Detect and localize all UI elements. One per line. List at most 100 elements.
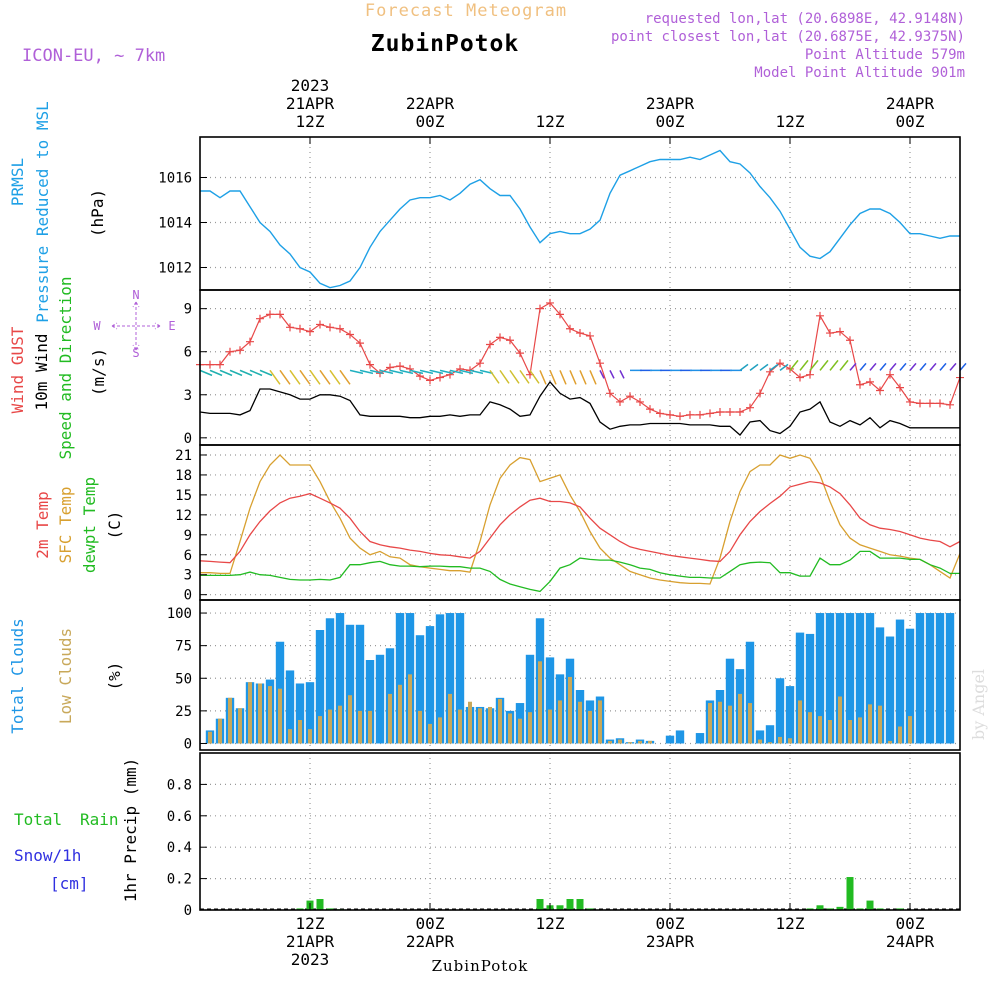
- wind-barb: [409, 369, 424, 375]
- rain-bar: [846, 877, 854, 910]
- low-cloud-bar: [648, 740, 652, 744]
- wind-barb: [569, 370, 577, 385]
- wind-barb: [389, 369, 404, 375]
- low-cloud-bar: [248, 682, 252, 744]
- wind-barb: [429, 369, 444, 375]
- wind-barb: [539, 370, 547, 385]
- gust-marker: [936, 399, 944, 408]
- pressure-label-a: PRMSL: [8, 158, 27, 206]
- wind-barb: [779, 363, 789, 371]
- low-cloud-bar: [768, 742, 772, 744]
- wind-barb: [799, 359, 809, 371]
- gust-marker: [296, 324, 304, 333]
- y-tick-label: 6: [184, 345, 192, 361]
- wind-barb: [399, 369, 414, 375]
- time-tick-top: 12Z: [296, 112, 325, 131]
- y-tick-label: 0.4: [167, 840, 192, 856]
- gust-marker: [656, 409, 664, 418]
- rain-bar: [576, 899, 584, 910]
- gust-marker: [396, 362, 404, 371]
- wind-barb: [459, 369, 474, 375]
- time-tick-bottom: 00Z: [896, 914, 925, 933]
- wind-barb: [289, 369, 301, 385]
- low-cloud-bar: [848, 720, 852, 744]
- gust-marker: [596, 359, 604, 368]
- time-tick-top: 12Z: [536, 112, 565, 131]
- model-name: ICON-EU, ~ 7km: [22, 46, 165, 66]
- wind-barb: [909, 362, 917, 371]
- time-tick-bottom: 2023: [291, 950, 330, 969]
- dewpoint-line: [200, 550, 960, 593]
- gust-marker: [886, 370, 894, 379]
- low-cloud-bar: [628, 742, 632, 744]
- time-tick-top: 24APR: [886, 94, 935, 113]
- total-cloud-bar: [525, 654, 535, 744]
- gust-marker: [826, 329, 834, 338]
- wind-barb: [739, 363, 749, 371]
- low-cloud-bar: [878, 705, 882, 744]
- gust-marker: [846, 336, 854, 345]
- wind-barb: [589, 370, 597, 385]
- label-layer: 1012101410160369036912151821025507510000…: [8, 1, 988, 975]
- low-cloud-bar: [638, 740, 642, 744]
- gust-marker: [676, 412, 684, 421]
- pressure-unit: (hPa): [88, 189, 107, 237]
- y-tick-label: 25: [175, 704, 192, 720]
- wind-barb: [869, 362, 877, 371]
- gust-marker: [776, 359, 784, 368]
- compass-e: E: [168, 319, 175, 333]
- low-cloud-bar: [428, 723, 432, 744]
- wind-barb: [199, 369, 213, 377]
- gust-marker: [246, 337, 254, 346]
- gust-marker: [356, 339, 364, 348]
- wind-barb: [789, 359, 799, 371]
- total-cloud-bar: [675, 730, 685, 744]
- low-cloud-bar: [708, 703, 712, 744]
- gust-marker: [286, 323, 294, 332]
- low-cloud-bar: [298, 720, 302, 744]
- wind-barb: [439, 369, 454, 375]
- low-cloud-bar: [788, 738, 792, 744]
- gust-line: [200, 302, 961, 417]
- footer-location: ZubinPotok: [432, 957, 529, 975]
- low-cloud-bar: [598, 700, 602, 744]
- y-tick-label: 1012: [158, 261, 192, 277]
- y-tick-label: 3: [184, 388, 192, 404]
- low-cloud-bar: [468, 701, 472, 744]
- total-cloud-bar: [665, 735, 675, 744]
- wind-barb: [559, 370, 567, 385]
- wind-barb: [489, 369, 500, 384]
- total-cloud-bar: [805, 633, 815, 744]
- total-cloud-bar: [775, 678, 785, 744]
- compass-icon: [111, 301, 161, 351]
- gust-marker: [686, 410, 694, 419]
- wind-label-a: Wind GUST: [8, 326, 27, 413]
- time-tick-bottom: 21APR: [286, 932, 335, 951]
- gust-marker: [316, 320, 324, 329]
- wind-barb: [939, 362, 947, 371]
- low-cloud-bar: [568, 676, 572, 744]
- time-tick-bottom: 00Z: [416, 914, 445, 933]
- wind-barb: [759, 363, 769, 371]
- gust-marker: [276, 310, 284, 319]
- total-cloud-bar: [755, 730, 765, 744]
- wind-barb: [859, 362, 867, 371]
- wind-barb: [579, 370, 587, 385]
- y-tick-label: 0: [184, 736, 192, 752]
- pressure-label-b: Pressure Reduced to MSL: [33, 101, 52, 323]
- wind-label-c: Speed and Direction: [56, 276, 75, 459]
- gust-marker: [236, 346, 244, 355]
- time-tick-top: 00Z: [896, 112, 925, 131]
- rain-bar: [566, 899, 574, 910]
- gust-marker: [546, 298, 554, 307]
- total-cloud-bar: [895, 619, 905, 744]
- low-cloud-bar: [438, 717, 442, 744]
- gust-marker: [216, 360, 224, 369]
- time-tick-top: 2023: [291, 76, 330, 95]
- low-cloud-bar: [458, 709, 462, 744]
- wind-barb: [229, 369, 243, 377]
- total-cloud-bar: [395, 613, 405, 744]
- total-cloud-bar: [825, 613, 835, 744]
- total-cloud-bar: [875, 627, 885, 744]
